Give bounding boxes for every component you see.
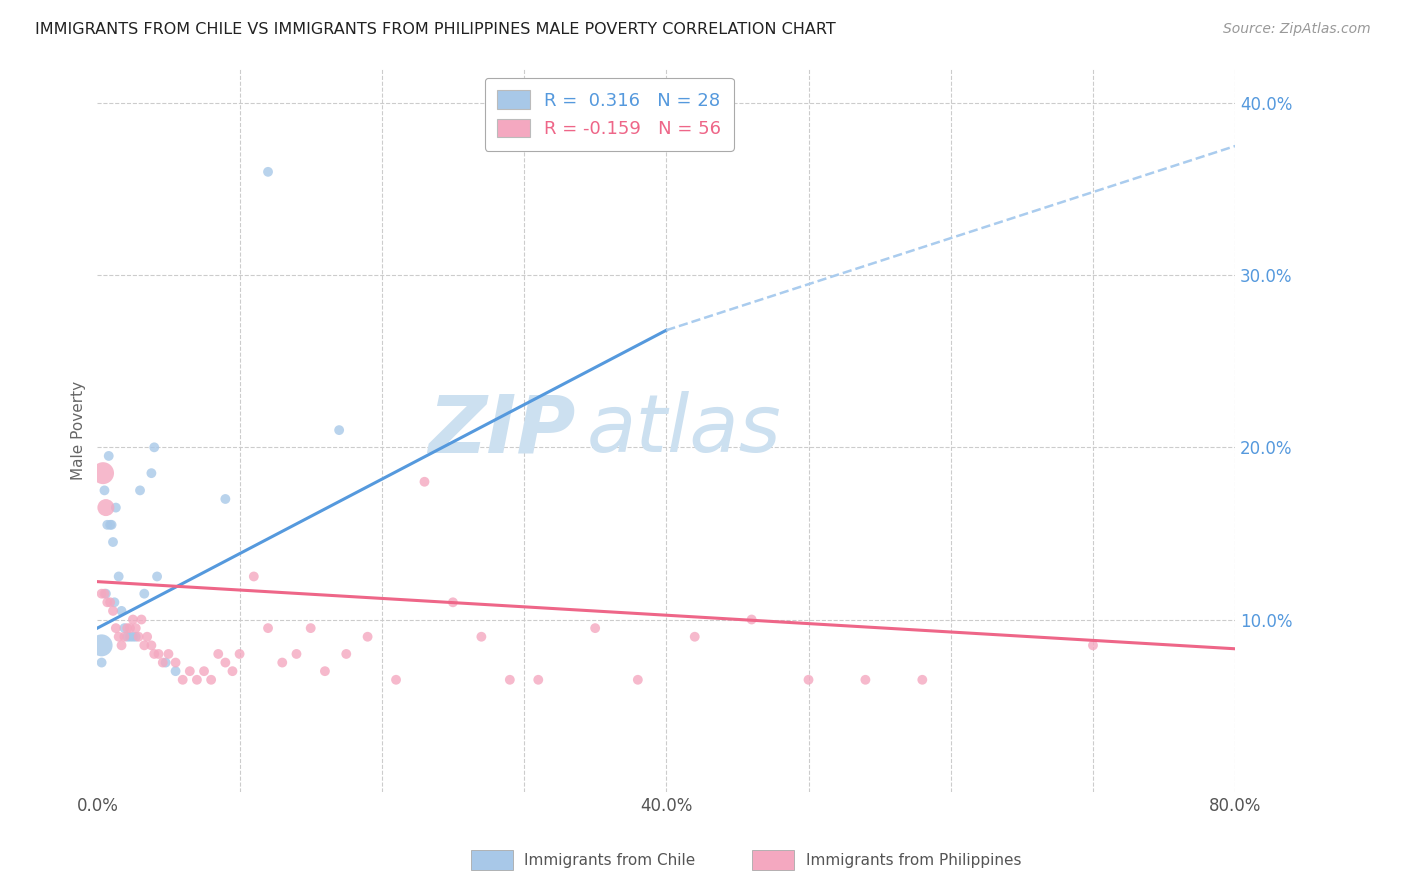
- Point: [125, 621, 148, 635]
- Point: [200, 673, 222, 687]
- Point: [101, 604, 124, 618]
- Point: [115, 621, 138, 635]
- Point: [100, 517, 122, 532]
- Point: [112, 630, 135, 644]
- Point: [214, 491, 236, 506]
- Legend: R =  0.316   N = 28, R = -0.159   N = 56: R = 0.316 N = 28, R = -0.159 N = 56: [485, 78, 734, 151]
- Point: [129, 483, 152, 498]
- Point: [112, 621, 135, 635]
- Point: [104, 500, 127, 515]
- Point: [470, 630, 492, 644]
- Point: [627, 673, 650, 687]
- Point: [257, 165, 280, 179]
- Point: [328, 423, 350, 437]
- Point: [257, 621, 280, 635]
- Point: [221, 664, 243, 678]
- Point: [107, 630, 129, 644]
- Point: [101, 535, 124, 549]
- Point: [335, 647, 357, 661]
- Point: [134, 587, 156, 601]
- Point: [314, 664, 336, 678]
- Point: [122, 613, 145, 627]
- Point: [115, 630, 138, 644]
- Text: Source: ZipAtlas.com: Source: ZipAtlas.com: [1223, 22, 1371, 37]
- Point: [104, 621, 127, 635]
- Point: [120, 621, 142, 635]
- Point: [228, 647, 250, 661]
- Point: [385, 673, 408, 687]
- Point: [93, 587, 115, 601]
- Point: [143, 647, 166, 661]
- Point: [141, 638, 163, 652]
- Point: [157, 647, 180, 661]
- Point: [143, 440, 166, 454]
- Point: [110, 604, 132, 618]
- Point: [214, 656, 236, 670]
- Point: [131, 613, 153, 627]
- Y-axis label: Male Poverty: Male Poverty: [72, 381, 86, 480]
- Point: [107, 569, 129, 583]
- Point: [141, 466, 163, 480]
- Point: [193, 664, 215, 678]
- Point: [583, 621, 606, 635]
- Point: [299, 621, 322, 635]
- Point: [285, 647, 308, 661]
- Point: [356, 630, 378, 644]
- Point: [128, 630, 150, 644]
- Point: [110, 638, 132, 652]
- Point: [94, 587, 117, 601]
- Point: [683, 630, 706, 644]
- Point: [148, 647, 170, 661]
- Point: [146, 569, 169, 583]
- Text: Immigrants from Chile: Immigrants from Chile: [524, 854, 696, 868]
- Point: [98, 595, 121, 609]
- Point: [97, 449, 120, 463]
- Point: [90, 587, 112, 601]
- Point: [1081, 638, 1104, 652]
- Point: [136, 630, 159, 644]
- Point: [134, 638, 156, 652]
- Point: [98, 517, 121, 532]
- Point: [413, 475, 436, 489]
- Point: [271, 656, 294, 670]
- Point: [499, 673, 522, 687]
- Point: [207, 647, 229, 661]
- Point: [165, 656, 187, 670]
- Point: [94, 500, 117, 515]
- Point: [93, 483, 115, 498]
- Point: [155, 656, 177, 670]
- Point: [441, 595, 464, 609]
- Point: [96, 517, 118, 532]
- Point: [797, 673, 820, 687]
- Point: [90, 638, 112, 652]
- Point: [122, 630, 145, 644]
- Point: [243, 569, 266, 583]
- Point: [125, 630, 148, 644]
- Point: [172, 673, 194, 687]
- Text: Immigrants from Philippines: Immigrants from Philippines: [806, 854, 1021, 868]
- Point: [152, 656, 174, 670]
- Text: IMMIGRANTS FROM CHILE VS IMMIGRANTS FROM PHILIPPINES MALE POVERTY CORRELATION CH: IMMIGRANTS FROM CHILE VS IMMIGRANTS FROM…: [35, 22, 837, 37]
- Point: [103, 595, 125, 609]
- Point: [96, 595, 118, 609]
- Text: atlas: atlas: [586, 391, 782, 469]
- Point: [120, 630, 142, 644]
- Point: [90, 656, 112, 670]
- Point: [855, 673, 877, 687]
- Point: [527, 673, 550, 687]
- Point: [91, 466, 114, 480]
- Point: [165, 664, 187, 678]
- Point: [179, 664, 201, 678]
- Point: [911, 673, 934, 687]
- Text: ZIP: ZIP: [427, 391, 575, 469]
- Point: [741, 613, 763, 627]
- Point: [186, 673, 208, 687]
